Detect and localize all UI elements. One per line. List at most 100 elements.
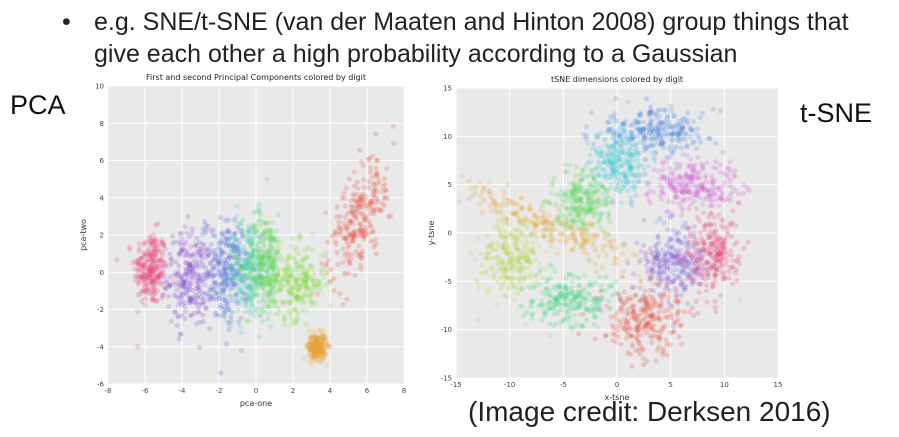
data-point [331,276,337,282]
data-point [621,120,627,126]
data-point [573,294,579,300]
data-point [494,221,500,227]
data-point [326,344,332,350]
data-point [609,160,615,166]
data-point [163,278,170,284]
data-point [241,244,247,250]
data-point [270,266,276,272]
data-point [529,231,535,237]
data-point [664,159,670,165]
data-point [167,251,173,257]
data-point [574,187,580,193]
data-point [591,214,597,220]
data-point [644,96,650,102]
data-point [513,256,519,262]
data-point [311,333,317,340]
data-point [243,266,249,272]
data-point [152,279,158,286]
data-point [478,193,484,199]
data-point [489,199,495,205]
data-point [496,225,502,231]
data-point [588,159,594,165]
data-point [312,340,318,346]
data-point [171,279,177,285]
data-point [525,254,531,260]
data-point [312,336,318,342]
data-point [498,257,504,263]
data-point [512,283,518,289]
data-point [259,254,265,260]
data-point [365,205,371,212]
x-tick-label: -6 [142,387,150,395]
data-point [659,189,665,195]
data-point [235,319,241,325]
data-point [643,310,649,316]
data-point [237,299,243,305]
data-point [273,228,279,234]
data-point [185,275,191,281]
data-point [702,251,708,257]
data-point [250,251,256,258]
data-point [271,237,277,243]
data-point [248,253,254,259]
data-point [499,283,505,289]
data-point [358,230,365,236]
data-point [717,292,724,298]
data-point [648,119,654,125]
data-point [356,201,363,207]
data-point [671,174,677,180]
data-point [313,340,319,347]
data-point [505,274,511,280]
data-point [350,208,356,214]
data-point [658,142,664,148]
data-point [350,230,356,236]
data-point [713,309,719,315]
data-point [679,145,685,151]
data-point [527,202,533,208]
data-point [293,276,300,282]
data-point [573,191,579,197]
data-point [316,348,322,354]
data-point [630,137,636,143]
data-point [617,134,623,140]
data-point [155,260,161,266]
data-point [612,246,618,252]
data-point [382,187,388,193]
data-point [593,149,599,155]
data-point [318,358,324,365]
data-point [235,257,241,264]
data-point [592,235,598,241]
data-point [668,181,674,187]
data-point [586,232,592,238]
data-point [266,302,272,308]
data-point [255,271,261,277]
data-point [569,217,576,223]
data-point [309,340,315,346]
data-point [257,261,263,267]
data-point [628,165,634,171]
data-point [670,253,676,260]
data-point [668,184,674,190]
data-point [281,266,287,272]
data-point [588,195,594,201]
data-point [270,249,276,255]
data-point [175,269,181,275]
data-point [144,256,150,263]
data-point [549,182,555,188]
data-point [530,250,536,256]
data-point [202,230,209,236]
data-point [542,198,548,204]
data-point [337,214,343,220]
data-point [247,310,253,316]
data-point [148,249,154,255]
data-point [245,239,251,245]
data-point [490,272,497,279]
data-point [311,346,317,352]
data-point [212,280,218,286]
data-point [216,312,222,318]
data-point [196,310,202,316]
data-point [615,153,621,160]
data-point [315,350,321,356]
data-point [257,259,263,266]
data-point [645,259,651,265]
